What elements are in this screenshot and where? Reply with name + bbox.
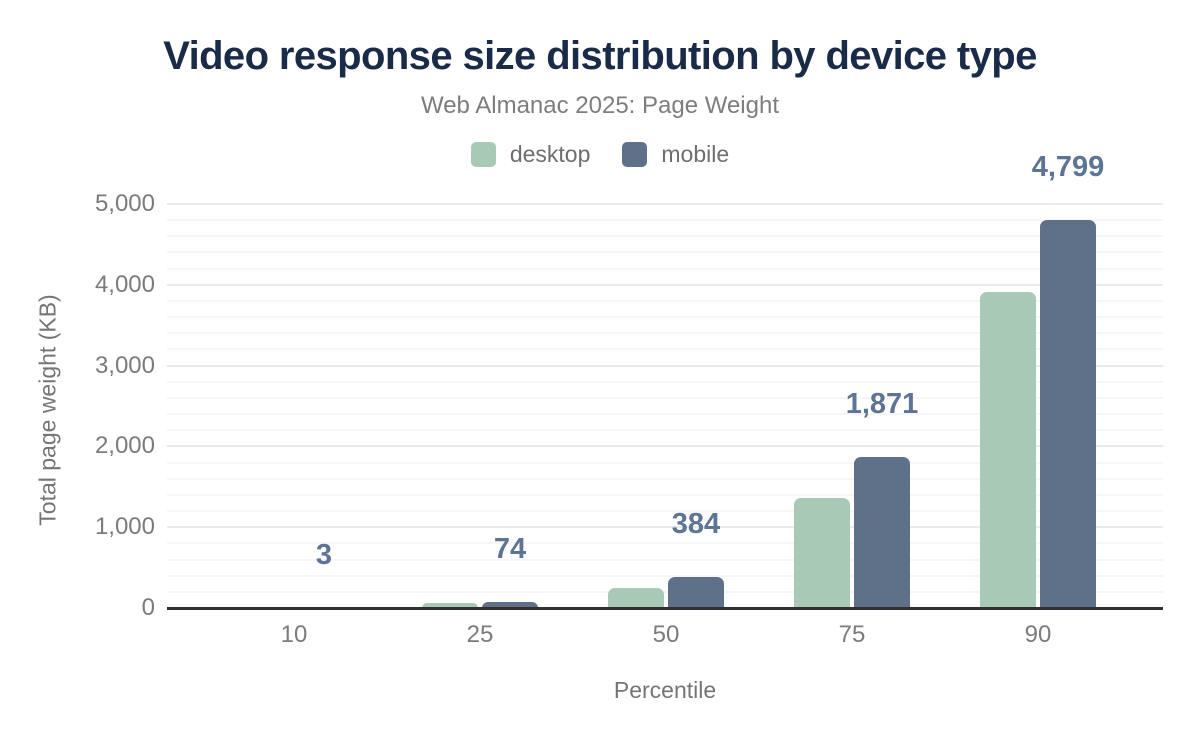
gridline-minor <box>167 251 1163 254</box>
chart-title: Video response size distribution by devi… <box>163 34 1037 78</box>
y-tick-label: 0 <box>141 594 155 621</box>
gridline-minor <box>167 267 1163 270</box>
y-tick-label: 4,000 <box>94 270 155 298</box>
legend: desktop mobile <box>0 141 1200 168</box>
gridline-minor <box>167 542 1163 545</box>
x-tick-label: 25 <box>466 621 494 648</box>
data-label-mobile-p25: 74 <box>493 533 527 566</box>
gridline-minor <box>167 590 1163 593</box>
gridline-major <box>167 364 1163 367</box>
data-label-mobile-p90: 4,799 <box>1031 151 1105 184</box>
x-tick-label: 50 <box>652 621 680 648</box>
gridline-minor <box>167 510 1163 513</box>
gridline-minor <box>167 477 1163 480</box>
legend-swatch-mobile <box>622 142 648 167</box>
legend-item-mobile[interactable]: mobile <box>622 141 729 168</box>
legend-item-desktop[interactable]: desktop <box>470 141 591 168</box>
gridline-minor <box>167 332 1163 335</box>
bar-desktop-p25[interactable] <box>422 603 478 608</box>
gridline-minor <box>167 348 1163 351</box>
gridline-major <box>167 526 1163 529</box>
x-tick-label: 75 <box>838 621 866 648</box>
gridline-minor <box>167 574 1163 577</box>
bar-mobile-p75[interactable] <box>854 456 910 608</box>
y-tick-label: 2,000 <box>94 432 155 460</box>
plot-area: 3 10 74 25 384 50 1,871 75 4,799 90 <box>167 151 1163 648</box>
data-label-mobile-p50: 384 <box>671 507 721 540</box>
gridline-minor <box>167 413 1163 416</box>
legend-label: mobile <box>661 141 730 167</box>
gridline-minor <box>167 299 1163 302</box>
gridline-major <box>167 203 1163 205</box>
gridline-minor <box>167 396 1163 399</box>
gridline-minor <box>167 219 1163 222</box>
gridline-minor <box>167 493 1163 496</box>
x-tick-label: 90 <box>1024 621 1052 648</box>
gridline-minor <box>167 429 1163 432</box>
y-tick-label: 1,000 <box>94 513 155 541</box>
gridline-major <box>167 445 1163 448</box>
gridline-minor <box>167 461 1163 464</box>
x-tick-label: 10 <box>280 621 308 648</box>
bar-mobile-p50[interactable] <box>668 576 724 608</box>
gridline-minor <box>167 235 1163 238</box>
y-tick-label: 3,000 <box>94 351 155 379</box>
gridline-minor <box>167 558 1163 561</box>
gridline-major <box>167 283 1163 286</box>
x-axis-line <box>167 607 1163 610</box>
gridline-minor <box>167 380 1163 383</box>
legend-swatch-desktop <box>470 142 496 167</box>
bar-desktop-p50[interactable] <box>608 587 664 608</box>
bar-mobile-p25[interactable] <box>482 602 538 608</box>
x-axis-title: Percentile <box>613 677 717 703</box>
y-axis-ticks: 0 1,000 2,000 3,000 4,000 5,000 <box>0 190 155 621</box>
bar-desktop-p75[interactable] <box>794 498 850 608</box>
data-label-mobile-p75: 1,871 <box>845 387 919 420</box>
legend-label: desktop <box>509 141 591 167</box>
chart-subtitle: Web Almanac 2025: Page Weight <box>420 92 779 119</box>
data-label-mobile-p10: 3 <box>315 538 333 571</box>
gridline-minor <box>167 316 1163 319</box>
y-tick-label: 5,000 <box>94 190 155 217</box>
bar-desktop-p90[interactable] <box>980 292 1036 608</box>
bar-mobile-p90[interactable] <box>1040 220 1096 608</box>
